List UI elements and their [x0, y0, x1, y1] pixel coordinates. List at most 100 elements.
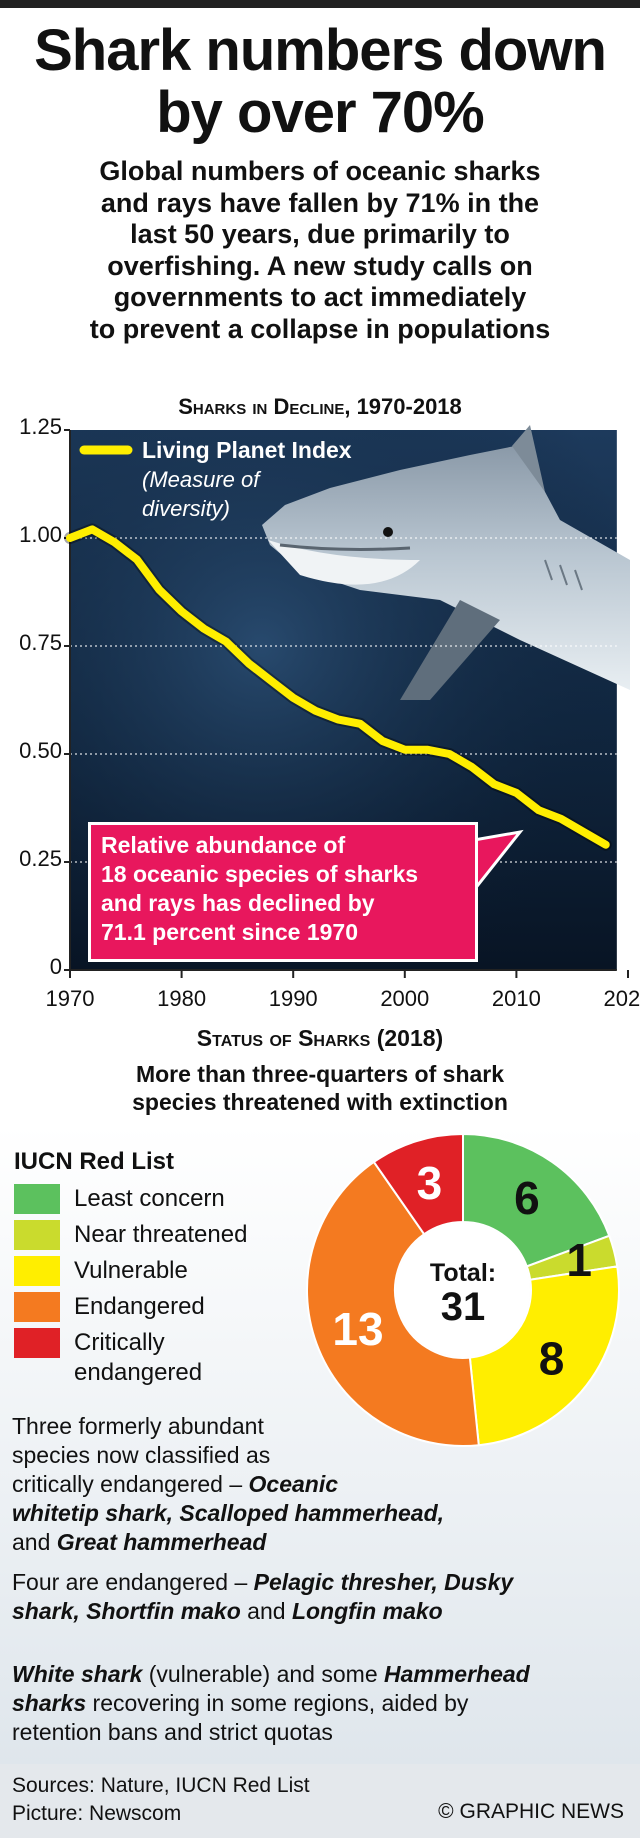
standfirst-line: overfishing. A new study calls on [107, 250, 533, 281]
copyright-credit: © GRAPHIC NEWS [438, 1800, 624, 1823]
paragraph-line: and Great hammerhead [12, 1529, 267, 1555]
sources: Sources: Nature, IUCN Red List Picture: … [12, 1772, 310, 1828]
x-tick-label: 2010 [492, 986, 541, 1011]
donut-slice [306, 1160, 480, 1447]
footer-band [0, 1764, 640, 1838]
data-point [602, 841, 610, 849]
data-point [423, 746, 431, 754]
paragraph-line: Four are endangered – Pelagic thresher, … [12, 1569, 514, 1595]
data-point [66, 534, 74, 542]
data-point [267, 677, 275, 685]
body-paragraph: Three formerly abundant species now class… [12, 1412, 622, 1557]
donut-subtitle-line: species threatened with extinction [132, 1089, 508, 1115]
donut-slice [372, 1132, 464, 1236]
legend-swatch [14, 1328, 60, 1358]
picture-credit: Picture: Newscom [12, 1802, 182, 1825]
standfirst-line: last 50 years, due primarily to [130, 219, 510, 249]
paragraph-line: retention bans and strict quotas [12, 1719, 333, 1745]
data-point [579, 828, 587, 836]
donut-legend-title: IUCN Red List [14, 1148, 175, 1175]
data-point [490, 780, 498, 788]
legend-label: Critically endangered [74, 1329, 203, 1386]
data-point [557, 815, 565, 823]
donut-slice-label: 13 [332, 1303, 383, 1355]
y-tick-label: 0.75 [19, 630, 62, 655]
data-point [133, 556, 141, 564]
donut-legend: Least concern Near threatened Vulnerable En… [14, 1184, 294, 1394]
legend-swatch [14, 1184, 60, 1214]
paragraph-line: shark, Shortfin mako and Longfin mako [12, 1598, 443, 1624]
data-point [356, 720, 364, 728]
data-point [445, 750, 453, 758]
paragraph-line: Three formerly abundant [12, 1413, 264, 1439]
legend-label: Living Planet Index [142, 437, 352, 463]
legend-label: Endangered [74, 1293, 205, 1320]
donut-subtitle: More than three-quarters of shark specie… [40, 1060, 600, 1116]
standfirst-line: Global numbers of oceanic sharks [99, 156, 541, 186]
sources-line: Sources: Nature, IUCN Red List [12, 1774, 310, 1797]
data-point [200, 625, 208, 633]
callout-line: 71.1 percent since 1970 [101, 919, 358, 945]
paragraph-line: sharks recovering in some regions, aided… [12, 1690, 469, 1716]
donut-center-value: 31 [441, 1285, 486, 1329]
data-point [88, 525, 96, 533]
legend-note: diversity) [142, 496, 230, 521]
standfirst: Global numbers of oceanic sharks and ray… [20, 156, 620, 345]
donut-slice-label: 6 [514, 1172, 540, 1224]
legend-swatch [14, 1256, 60, 1286]
donut-subtitle-line: More than three-quarters of shark [135, 1061, 505, 1087]
legend-item: Vulnerable [14, 1256, 294, 1292]
data-point [468, 763, 476, 771]
data-point [245, 659, 253, 667]
data-point [401, 746, 409, 754]
legend-swatch [14, 1292, 60, 1322]
legend-item: Endangered [14, 1292, 294, 1328]
body-paragraph: White shark (vulnerable) and some Hammer… [12, 1660, 622, 1747]
legend-note: (Measure of [142, 467, 262, 492]
x-tick-label: 1990 [269, 986, 318, 1011]
data-point [334, 715, 342, 723]
data-point [512, 789, 520, 797]
donut-slice-label: 1 [566, 1234, 592, 1286]
legend-label: Near threatened [74, 1221, 248, 1248]
donut-slice-label: 3 [417, 1157, 443, 1209]
paragraph-line: White shark (vulnerable) and some Hammer… [12, 1661, 530, 1687]
y-tick-label: 0 [50, 954, 62, 979]
shark-photo [262, 425, 630, 700]
callout-line: and rays has declined by [101, 890, 375, 916]
paragraph-line: whitetip shark, Scalloped hammerhead, [12, 1500, 445, 1526]
y-tick-label: 0.25 [19, 846, 62, 871]
callout-line: 18 oceanic species of sharks [101, 861, 419, 887]
headline-line: by over 70% [156, 80, 485, 145]
legend-item: Critically endangered [14, 1328, 294, 1394]
legend-label: Vulnerable [74, 1257, 188, 1284]
x-tick-label: 2020 [604, 986, 640, 1011]
chart-series [64, 523, 612, 851]
data-point [312, 707, 320, 715]
standfirst-line: governments to act immediately [113, 282, 527, 312]
donut-title: Status of Sharks (2018) [196, 1025, 444, 1051]
donut-hole [396, 1223, 530, 1357]
legend-item: Near threatened [14, 1220, 294, 1256]
line-chart: 0 0.25 0.50 0.75 1.00 1.25 1970 1980 1990 2000 20… [19, 414, 640, 1011]
donut-slice [468, 1265, 620, 1447]
legend-item: Least concern [14, 1184, 294, 1220]
line-chart-title: Sharks in Decline, 1970-2018 [178, 394, 462, 419]
headline-line: Shark numbers down [34, 18, 607, 83]
standfirst-line: to prevent a collapse in populations [89, 313, 551, 344]
data-point [111, 538, 119, 546]
donut-slice-label: 8 [539, 1333, 565, 1385]
standfirst-line: and rays have fallen by 71% in the [100, 187, 540, 218]
data-point [378, 737, 386, 745]
chart-y-axis: 0 0.25 0.50 0.75 1.00 1.25 [19, 414, 71, 979]
legend-label: Least concern [74, 1185, 225, 1212]
chart-legend: Living Planet Index (Measure of diversit… [79, 437, 352, 521]
chart-x-axis: 1970 1980 1990 2000 2010 2020 [46, 969, 640, 1011]
donut-slices [306, 1132, 620, 1447]
x-tick-label: 1980 [157, 986, 206, 1011]
headline: Shark numbers down by over 70% [0, 20, 640, 144]
y-tick-label: 1.00 [19, 522, 62, 547]
top-rule [0, 0, 640, 8]
legend-swatch [14, 1220, 60, 1250]
body-paragraph: Four are endangered – Pelagic thresher, … [12, 1568, 622, 1626]
